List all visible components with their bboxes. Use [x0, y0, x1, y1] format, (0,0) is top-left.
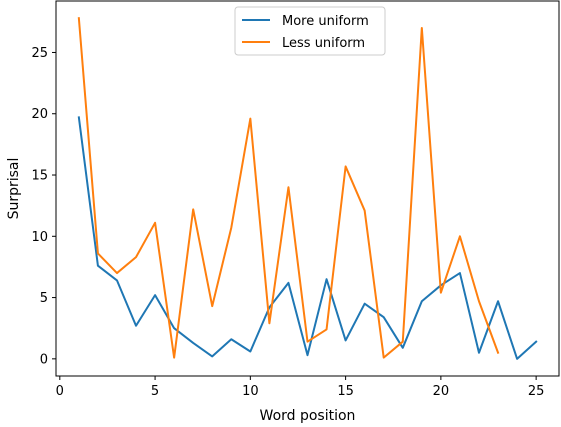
- x-tick-label: 5: [151, 384, 159, 399]
- y-tick-label: 25: [31, 46, 48, 61]
- x-tick-label: 10: [242, 384, 259, 399]
- legend-label: Less uniform: [282, 36, 365, 51]
- series-layer: [77, 17, 538, 360]
- y-tick-label: 20: [31, 107, 48, 122]
- series-line-less-uniform: [77, 17, 500, 359]
- y-tick-label: 0: [40, 352, 48, 367]
- x-tick-label: 20: [433, 384, 450, 399]
- x-tick-label: 0: [56, 384, 64, 399]
- legend-label: More uniform: [282, 14, 369, 29]
- plot-frame: [55, 0, 560, 377]
- x-tick-label: 25: [528, 384, 545, 399]
- x-tick-label: 15: [337, 384, 354, 399]
- x-axis-ticks: 0 5 10 15 20 25: [56, 376, 545, 399]
- legend: More uniform Less uniform: [234, 6, 386, 56]
- x-axis-label: Word position: [260, 408, 356, 424]
- y-tick-label: 10: [31, 230, 48, 245]
- y-axis-ticks: 0 5 10 15 20 25: [31, 46, 56, 367]
- y-axis-label: Surprisal: [6, 158, 22, 220]
- series-line-more-uniform: [77, 116, 538, 360]
- legend-box: [234, 6, 386, 56]
- y-tick-label: 5: [40, 291, 48, 306]
- y-tick-label: 15: [31, 169, 48, 184]
- axes-frame: [55, 0, 560, 377]
